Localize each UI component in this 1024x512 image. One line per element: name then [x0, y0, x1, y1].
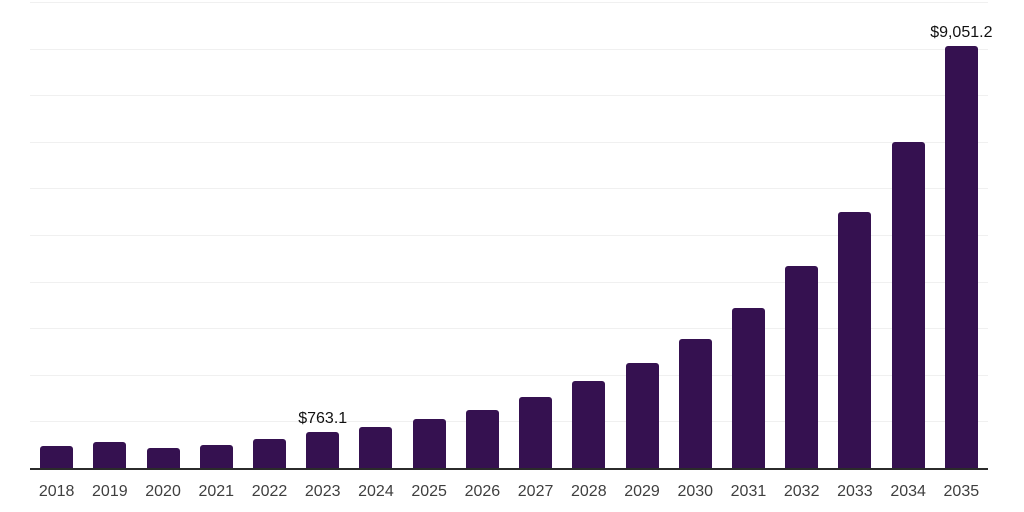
bar-2019 — [93, 441, 127, 468]
gridline — [30, 235, 988, 236]
x-tick-2028: 2028 — [571, 483, 607, 500]
bar-slot-2028 — [562, 2, 615, 468]
bar-2030 — [678, 338, 712, 468]
bar-slot-2023: $763.1 — [296, 2, 349, 468]
x-tick-2024: 2024 — [358, 483, 394, 500]
bar-2018 — [40, 445, 74, 468]
x-tick-2021: 2021 — [198, 483, 235, 500]
x-tick-2026: 2026 — [464, 483, 501, 500]
x-tick-2029: 2029 — [624, 483, 660, 500]
x-tick-2034: 2034 — [890, 483, 926, 500]
gridlines — [30, 2, 988, 468]
bar-2021 — [199, 444, 233, 468]
bar-slot-2032 — [775, 2, 828, 468]
bar-slot-2020 — [136, 2, 189, 468]
bar-2027 — [519, 397, 553, 468]
x-tick-2023: 2023 — [304, 483, 341, 500]
bars: $763.1 $9,051.2 — [30, 2, 992, 468]
bar-2028 — [572, 381, 606, 468]
bar-slot-2018 — [30, 2, 83, 468]
bar-slot-2025 — [403, 2, 456, 468]
x-tick-2027: 2027 — [517, 483, 554, 500]
x-tick-2020: 2020 — [145, 483, 181, 500]
bar-slot-2034 — [882, 2, 935, 468]
x-tick-2033: 2033 — [837, 483, 873, 500]
gridline — [30, 328, 988, 330]
bar-slot-2021 — [190, 2, 243, 468]
gridline — [30, 188, 988, 190]
bar-2025 — [412, 419, 446, 468]
gridline — [30, 48, 988, 50]
x-tick-2025: 2025 — [411, 483, 447, 500]
x-tick-2018: 2018 — [38, 483, 75, 500]
bar-slot-2035: $9,051.2 — [930, 2, 992, 468]
gridline — [30, 141, 988, 143]
bar-2033 — [838, 212, 872, 468]
bar-2029 — [625, 362, 659, 468]
bar-slot-2022 — [243, 2, 296, 468]
x-tick-2032: 2032 — [783, 483, 820, 500]
bar-slot-2029 — [615, 2, 668, 468]
data-label-2023: $763.1 — [298, 410, 348, 428]
gridline — [30, 2, 988, 3]
bar-2032 — [785, 265, 819, 468]
bar-2034 — [891, 141, 925, 468]
bar-slot-2019 — [83, 2, 136, 468]
bar-slot-2026 — [456, 2, 509, 468]
bar-2026 — [465, 409, 499, 468]
bar-slot-2030 — [669, 2, 722, 468]
bar-slot-2033 — [828, 2, 881, 468]
bar-2023 — [306, 432, 340, 468]
data-label-2035: $9,051.2 — [930, 24, 993, 42]
x-axis-labels: 2018 2019 2020 2021 2022 2023 2024 2025 2026 2027… — [30, 470, 988, 512]
x-tick-2035: 2035 — [943, 483, 980, 500]
gridline — [30, 374, 988, 376]
x-tick-2031: 2031 — [730, 483, 767, 500]
bar-2035 — [944, 46, 978, 468]
x-tick-2030: 2030 — [677, 483, 714, 500]
x-tick-2019: 2019 — [92, 483, 128, 500]
bar-2024 — [359, 426, 393, 468]
gridline — [30, 421, 988, 423]
gridline — [30, 95, 988, 97]
bar-slot-2024 — [349, 2, 402, 468]
plot-area: $763.1 $9,051.2 — [30, 2, 992, 470]
bar-2020 — [146, 448, 180, 468]
bar-slot-2027 — [509, 2, 562, 468]
bar-2031 — [731, 307, 765, 468]
bar-slot-2031 — [722, 2, 775, 468]
gridline — [30, 281, 988, 283]
bar-2022 — [252, 438, 286, 468]
x-tick-2022: 2022 — [251, 483, 288, 500]
